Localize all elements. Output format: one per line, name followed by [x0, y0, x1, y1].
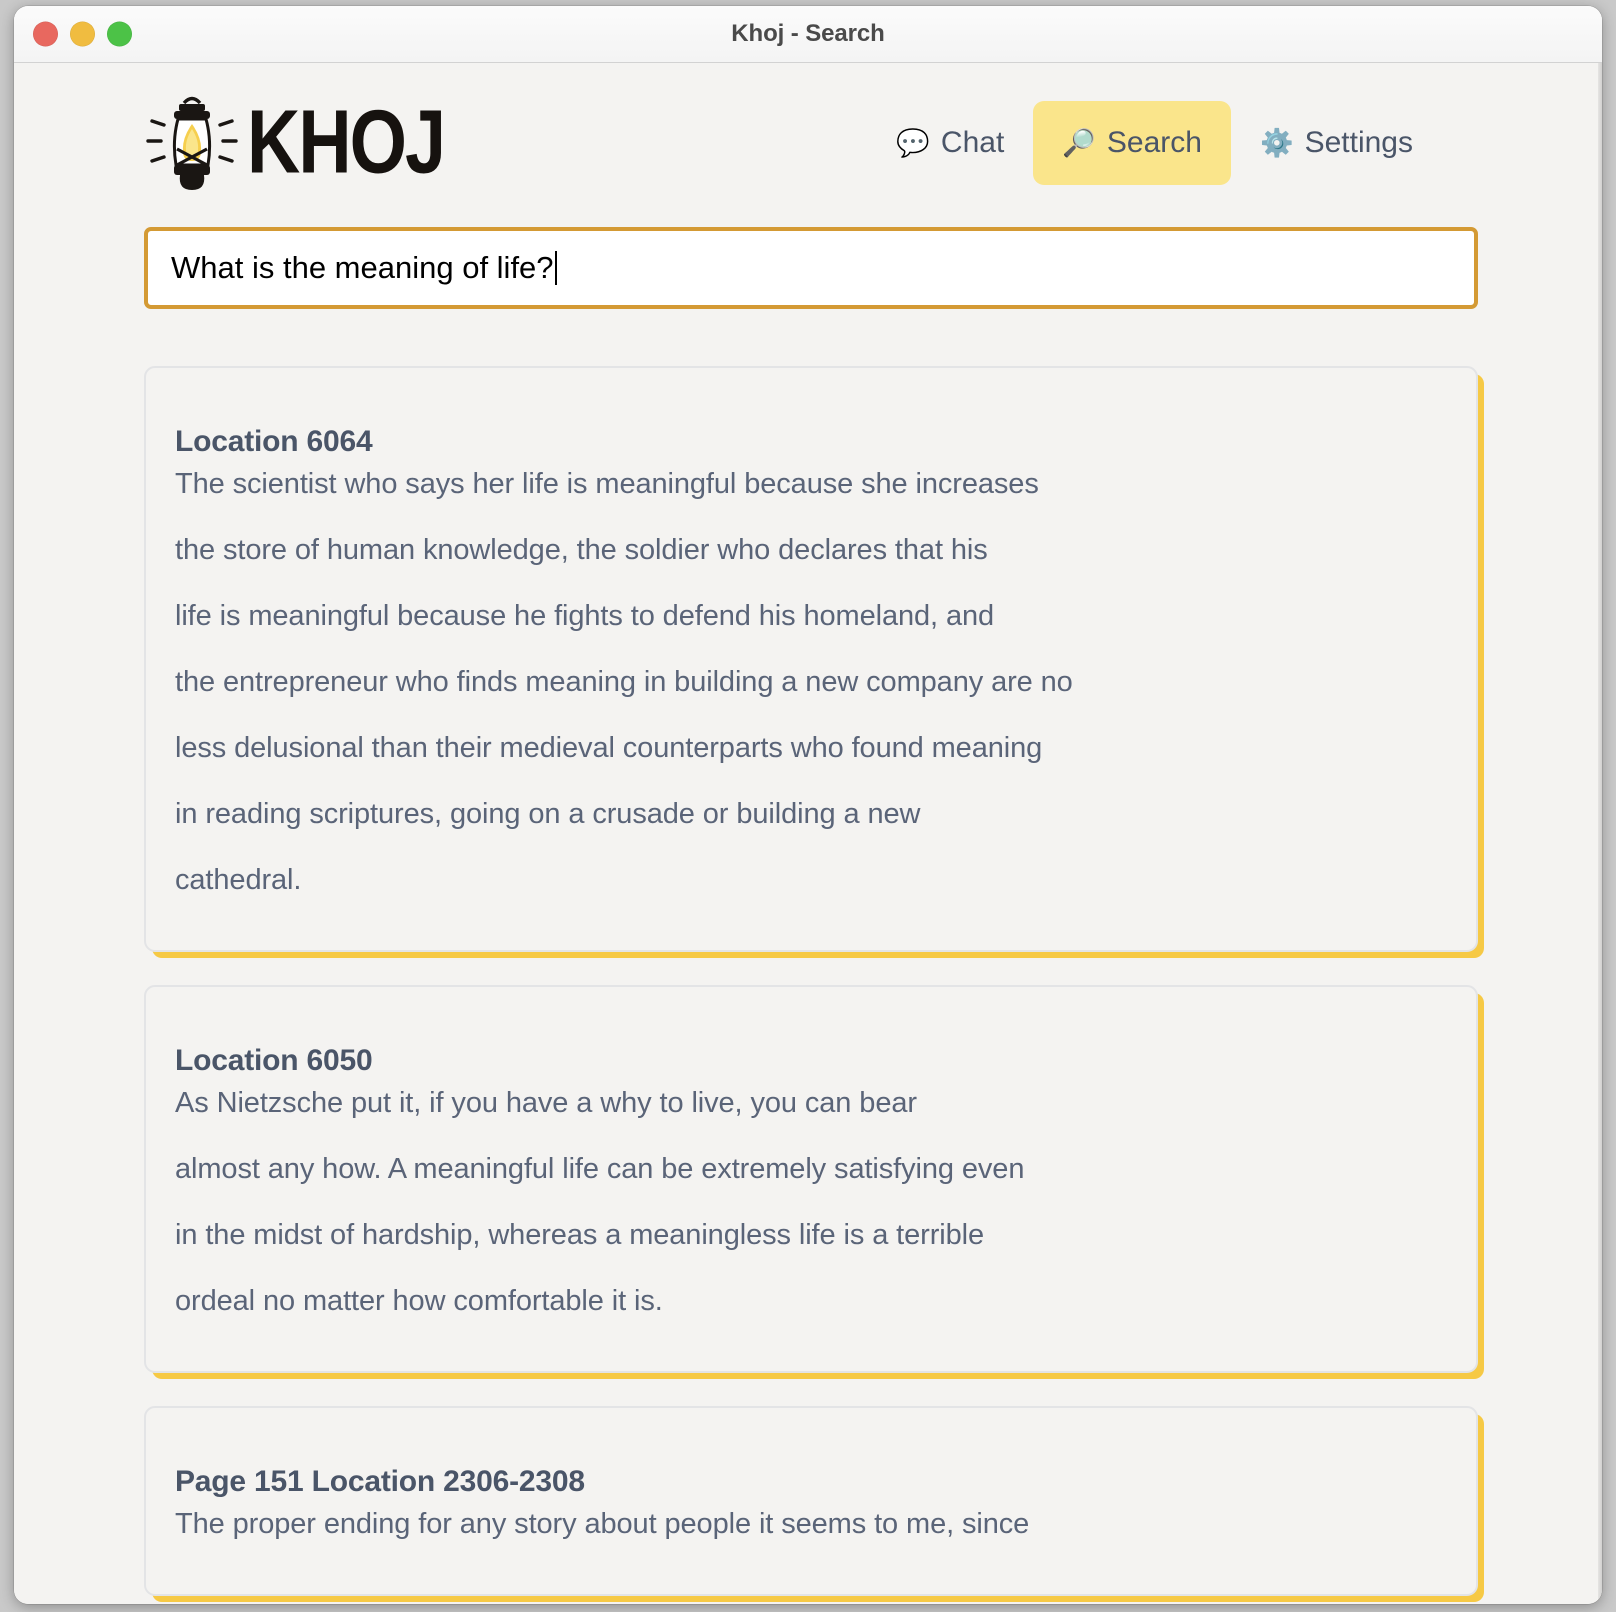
app-header: KHOJ 💬 Chat 🔎 Search ⚙️ Settings: [120, 63, 1502, 223]
search-bar-container: What is the meaning of life?: [120, 227, 1502, 309]
search-results-list: Location 6064 The scientist who says her…: [120, 366, 1502, 1596]
nav-item-search[interactable]: 🔎 Search: [1033, 101, 1231, 185]
nav-item-search-label: Search: [1106, 126, 1202, 159]
result-line: ordeal no matter how comfortable it is.: [175, 1285, 663, 1317]
result-line: the entrepreneur who finds meaning in bu…: [175, 666, 1073, 698]
result-title: Location 6050: [175, 1044, 373, 1077]
page-body: KHOJ 💬 Chat 🔎 Search ⚙️ Settings: [14, 63, 1602, 1604]
result-line: cathedral.: [175, 864, 302, 896]
window-controls: [33, 21, 132, 47]
minimize-window-button[interactable]: [70, 21, 95, 47]
app-logo[interactable]: KHOJ: [144, 91, 447, 195]
magnifier-icon: 🔎: [1062, 127, 1096, 158]
window-right-edge: [1598, 63, 1602, 1604]
result-line: the store of human knowledge, the soldie…: [175, 534, 988, 566]
window-titlebar: Khoj - Search: [14, 6, 1602, 63]
result-title: Location 6064: [175, 425, 373, 458]
result-card[interactable]: Location 6064 The scientist who says her…: [144, 366, 1478, 952]
nav-item-chat-label: Chat: [940, 126, 1005, 159]
app-window: Khoj - Search: [14, 6, 1602, 1604]
result-title: Page 151 Location 2306-2308: [175, 1465, 585, 1498]
chat-bubble-icon: 💬: [896, 127, 930, 158]
nav-item-settings[interactable]: ⚙️ Settings: [1231, 101, 1442, 185]
window-title: Khoj - Search: [731, 20, 885, 47]
result-line: life is meaningful because he fights to …: [175, 600, 995, 632]
search-input-value: What is the meaning of life?: [171, 250, 554, 285]
result-line: in reading scriptures, going on a crusad…: [175, 798, 921, 830]
result-line: The proper ending for any story about pe…: [175, 1508, 1030, 1540]
maximize-window-button[interactable]: [107, 21, 132, 47]
main-nav: 💬 Chat 🔎 Search ⚙️ Settings: [867, 101, 1442, 185]
logo-wordmark: KHOJ: [247, 92, 446, 193]
close-window-button[interactable]: [33, 21, 58, 47]
nav-item-settings-label: Settings: [1304, 126, 1413, 159]
gear-icon: ⚙️: [1259, 127, 1294, 158]
text-caret: [554, 251, 557, 285]
content-container: KHOJ 💬 Chat 🔎 Search ⚙️ Settings: [114, 63, 1502, 1596]
result-line: less delusional than their medieval coun…: [175, 732, 1043, 764]
lantern-icon: [144, 91, 240, 195]
result-line: in the midst of hardship, whereas a mean…: [175, 1219, 985, 1251]
nav-item-chat[interactable]: 💬 Chat: [867, 101, 1033, 185]
result-line: The scientist who says her life is meani…: [175, 468, 1039, 500]
result-line: As Nietzsche put it, if you have a why t…: [175, 1087, 917, 1119]
result-line: almost any how. A meaningful life can be…: [175, 1153, 1025, 1185]
result-card[interactable]: Location 6050 As Nietzsche put it, if yo…: [144, 985, 1478, 1373]
result-card[interactable]: Page 151 Location 2306-2308 The proper e…: [144, 1406, 1478, 1596]
search-input[interactable]: What is the meaning of life?: [144, 227, 1478, 309]
